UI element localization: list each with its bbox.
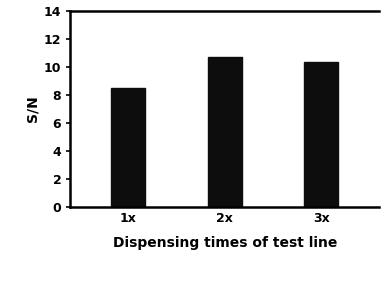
Y-axis label: S/N: S/N [26,96,39,123]
Bar [208,57,242,207]
X-axis label: Dispensing times of test line: Dispensing times of test line [113,236,337,250]
Bar [111,88,145,207]
Bar [305,62,338,207]
